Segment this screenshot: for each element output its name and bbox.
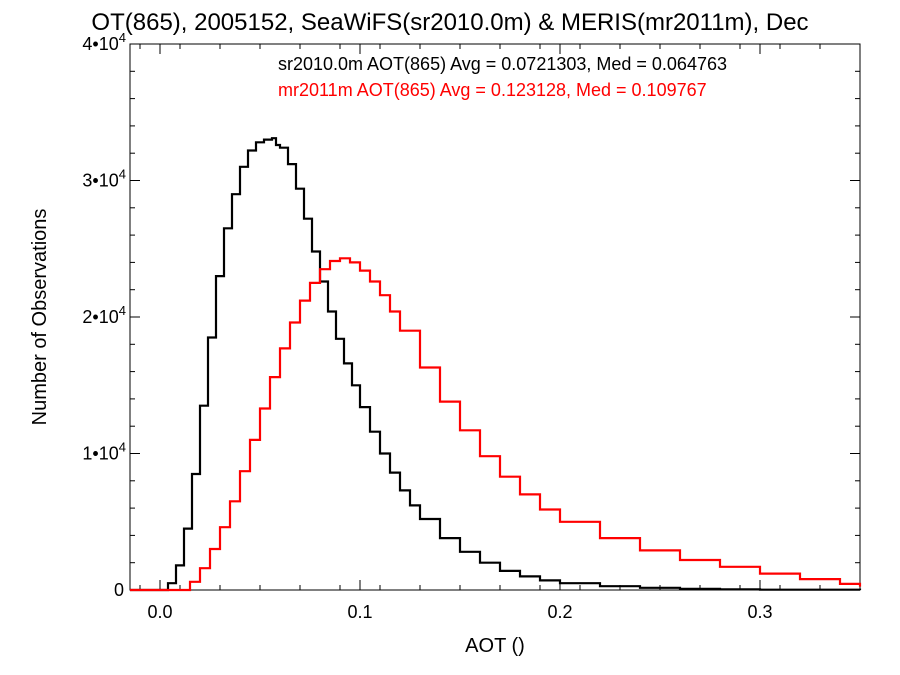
x-tick-label: 0.1: [347, 602, 372, 622]
y-tick-label: 2•104: [82, 303, 126, 327]
x-axis: 0.0 0.1 0.2 0.3: [139, 44, 821, 622]
x-tick-label: 0.0: [147, 602, 172, 622]
y-tick-label: 1•104: [82, 440, 126, 464]
y-tick-label: 3•104: [82, 167, 126, 191]
x-tick-label: 0.2: [547, 602, 572, 622]
y-tick-label: 4•104: [82, 30, 126, 54]
series-line-1: [130, 257, 862, 592]
y-axis: 0 1•104 2•104 3•104 4•104: [82, 30, 860, 600]
y-axis-title: Number of Observations: [29, 209, 51, 426]
annotation-black: sr2010.0m AOT(865) Avg = 0.0721303, Med …: [278, 54, 727, 74]
plot-frame: [129, 43, 861, 591]
x-axis-title: AOT (): [465, 635, 525, 657]
annotation-red: mr2011m AOT(865) Avg = 0.123128, Med = 0…: [278, 80, 707, 100]
series-line-0: [130, 137, 862, 592]
x-tick-label: 0.3: [747, 602, 772, 622]
y-tick-label: 0: [114, 580, 124, 600]
chart-title: OT(865), 2005152, SeaWiFS(sr2010.0m) & M…: [91, 9, 808, 36]
series-layer: [130, 137, 862, 592]
